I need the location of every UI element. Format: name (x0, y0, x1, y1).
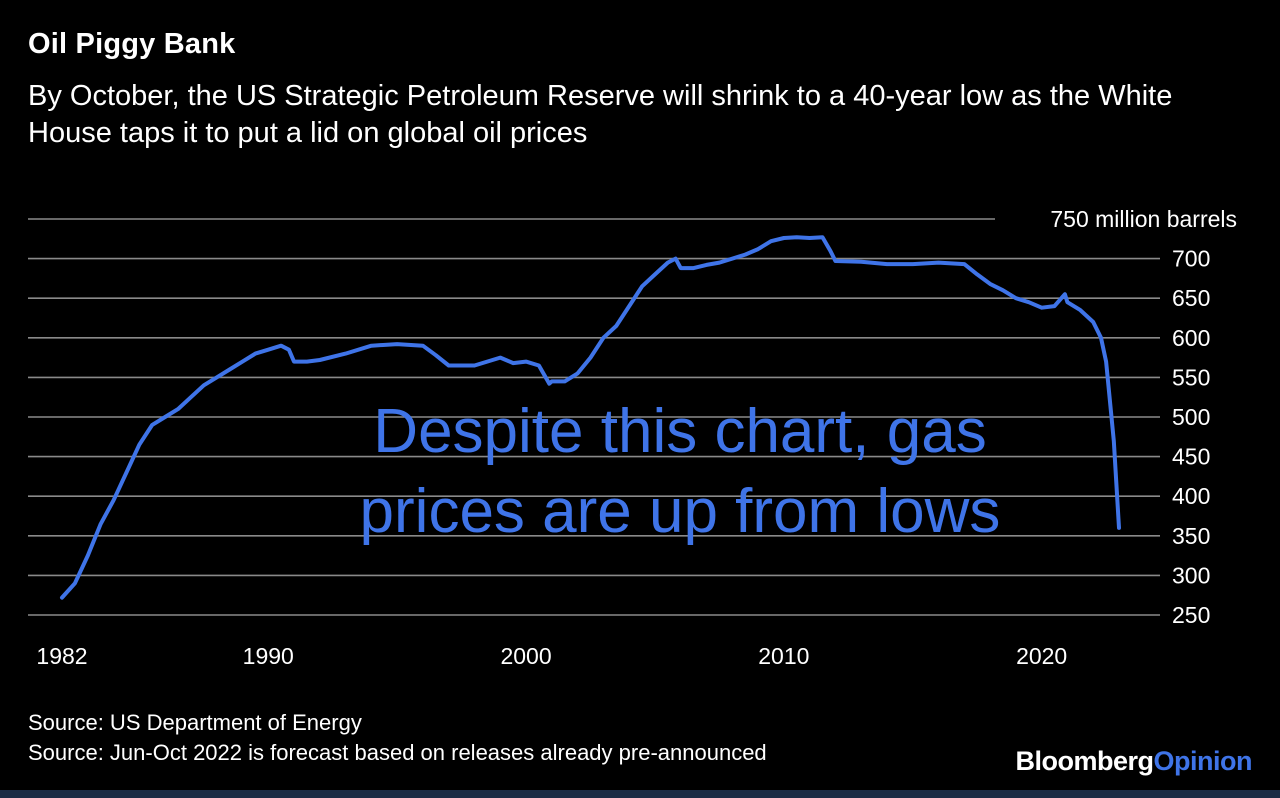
chart-subtitle: By October, the US Strategic Petroleum R… (28, 80, 1173, 149)
y-tick-label-400: 400 (1172, 483, 1210, 509)
x-tick-label-2010: 2010 (758, 643, 809, 669)
source-note: Source: US Department of Energy (28, 710, 362, 735)
y-tick-label-650: 650 (1172, 285, 1210, 311)
x-tick-label-2020: 2020 (1016, 643, 1067, 669)
y-tick-label-250: 250 (1172, 602, 1210, 628)
series-group (60, 235, 1121, 600)
x-tick-label-2000: 2000 (500, 643, 551, 669)
x-axis-ticks: 1982 1990 2000 2010 2020 (36, 643, 1067, 669)
bloomberg-opinion-logo: BloombergOpinion (1016, 746, 1253, 777)
y-tick-label-500: 500 (1172, 404, 1210, 430)
logo-product: Opinion (1153, 746, 1253, 776)
x-tick-label-1990: 1990 (243, 643, 294, 669)
y-tick-label-700: 700 (1172, 246, 1210, 272)
chart-plot: 250 300 350 400 450 500 550 600 650 700 750 millio… (28, 206, 1237, 669)
y-tick-label-300: 300 (1172, 562, 1210, 588)
forecast-note: Source: Jun-Oct 2022 is forecast based o… (28, 740, 767, 765)
y-tick-label-750: 750 million barrels (1050, 206, 1237, 232)
y-axis-ticks: 250 300 350 400 450 500 550 600 650 700 750 millio… (1050, 206, 1237, 628)
grid-lines (28, 218, 1160, 616)
y-tick-label-350: 350 (1172, 523, 1210, 549)
x-tick-label-1982: 1982 (36, 643, 87, 669)
series-line-0 (60, 235, 1121, 600)
y-tick-label-550: 550 (1172, 364, 1210, 390)
logo-brand: Bloomberg (1015, 746, 1155, 776)
y-tick-label-600: 600 (1172, 325, 1210, 351)
chart-title: Oil Piggy Bank (28, 28, 236, 60)
y-tick-label-450: 450 (1172, 444, 1210, 470)
bottom-bar (0, 790, 1280, 798)
